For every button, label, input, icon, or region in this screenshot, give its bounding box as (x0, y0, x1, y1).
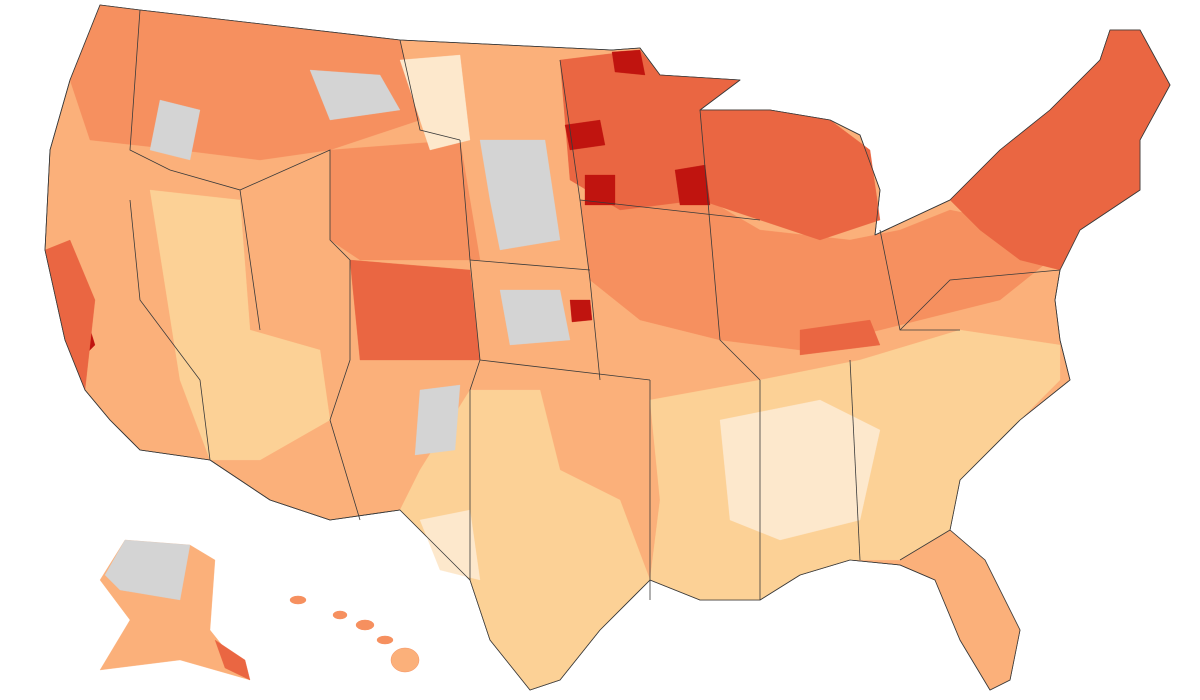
tx-light (419, 509, 481, 581)
state-border (899, 269, 1061, 331)
state-border (469, 259, 591, 271)
hawaii-island (376, 635, 394, 645)
mn-red (564, 119, 606, 151)
ks-red (569, 299, 593, 323)
state-border (579, 199, 761, 221)
alaska-gray (104, 539, 191, 601)
state-border (699, 109, 761, 381)
dakota-light (399, 54, 471, 151)
hawaii-island (332, 610, 348, 620)
idaho-gray (149, 99, 201, 161)
nd-red (611, 49, 646, 76)
nm-gray (414, 384, 461, 456)
wi-red (674, 164, 711, 206)
colorado (349, 259, 481, 361)
state-border (479, 359, 651, 381)
ky-red (799, 319, 881, 356)
south-light (719, 399, 881, 541)
state-border (399, 39, 461, 141)
kansas-gray (499, 289, 571, 346)
mountain-north (329, 139, 481, 261)
hawaii-island (355, 619, 375, 631)
plains-gray (479, 139, 561, 251)
state-border (559, 59, 601, 381)
state-border (239, 149, 351, 421)
mn-red-2 (584, 174, 616, 206)
alaska-se (214, 639, 251, 681)
state-border (129, 9, 261, 331)
state-border (849, 359, 861, 561)
state-border (129, 199, 211, 461)
hawaii-island (289, 595, 307, 605)
state-border (899, 529, 951, 561)
state-border (329, 419, 361, 521)
hawaii-island (390, 647, 420, 673)
mt-gray (309, 69, 401, 121)
gulf-coast (899, 529, 1021, 691)
us-outline-edge (44, 4, 1171, 691)
